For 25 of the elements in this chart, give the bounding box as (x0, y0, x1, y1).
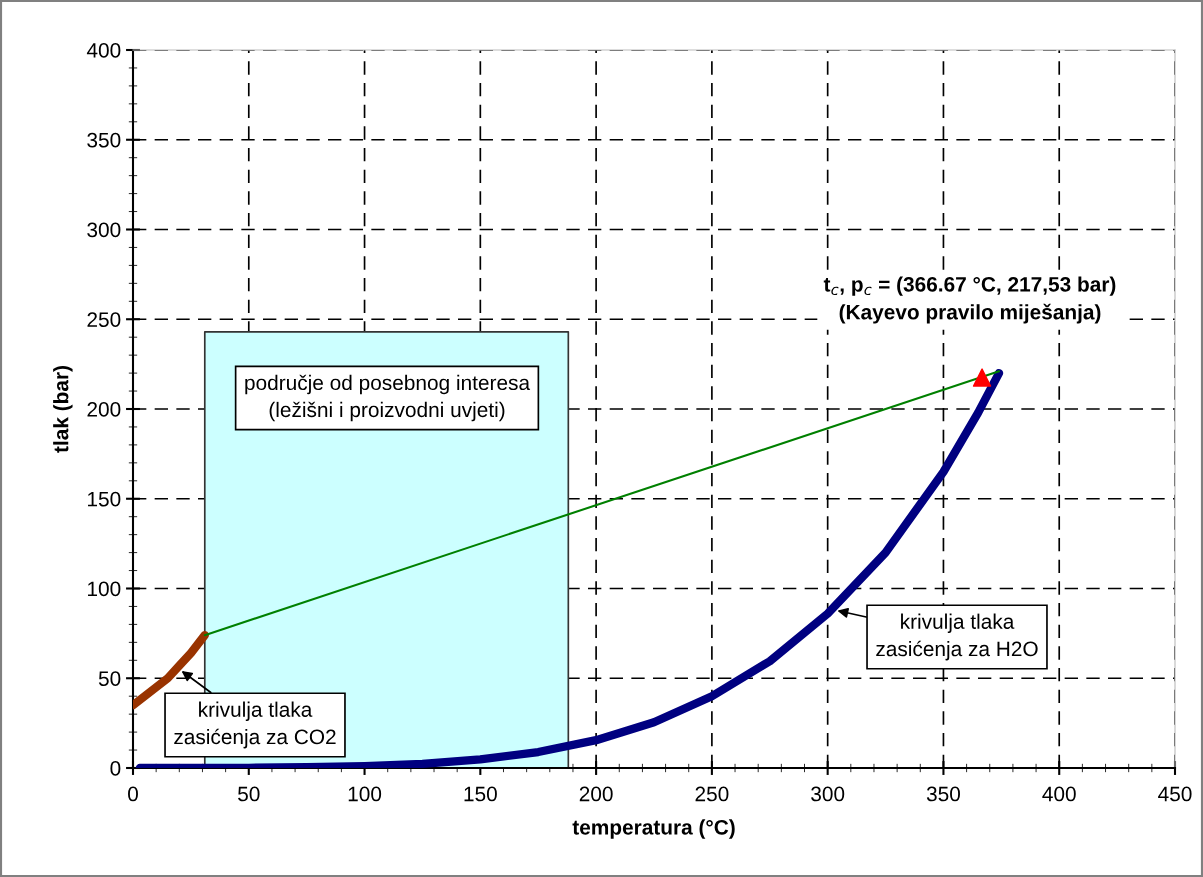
x-tick-label: 50 (238, 786, 260, 802)
x-tick-label: 100 (348, 786, 382, 802)
x-tick-label: 250 (695, 786, 729, 802)
annotation: t$_{c}$, p$_{c}$ = (366.67 °C, 217,53 bar) (Kayevo pravilo miješanja) (823, 276, 1116, 324)
y-tick-label: 0 (110, 761, 121, 776)
annotation: krivulja tlaka zasićenja za H2O (876, 613, 1038, 661)
x-tick-label: 150 (464, 786, 497, 802)
x-tick-label: 350 (926, 786, 961, 802)
x-tick-label: 450 (1158, 786, 1192, 802)
annotation: krivulja tlaka zasićenja za CO2 (174, 701, 336, 749)
y-axis-title: tlak (bar) (53, 366, 73, 453)
y-tick-label: 250 (87, 312, 121, 327)
y-tick-label: 150 (88, 491, 121, 507)
x-tick-label: 400 (1042, 786, 1076, 802)
y-tick-label: 350 (87, 132, 121, 148)
y-tick-label: 400 (86, 43, 121, 58)
x-tick-label: 200 (579, 786, 613, 802)
y-tick-label: 50 (98, 671, 121, 686)
y-tick-label: 300 (87, 222, 121, 238)
y-tick-label: 100 (88, 581, 121, 597)
y-tick-label: 200 (87, 402, 121, 417)
x-axis-title: temperatura (°C) (572, 819, 735, 839)
x-tick-label: 300 (811, 786, 845, 802)
x-tick-label: 0 (128, 786, 138, 802)
annotation: područje od posebnog interesa (ležišni i proizvodni uvjeti) (245, 374, 531, 422)
